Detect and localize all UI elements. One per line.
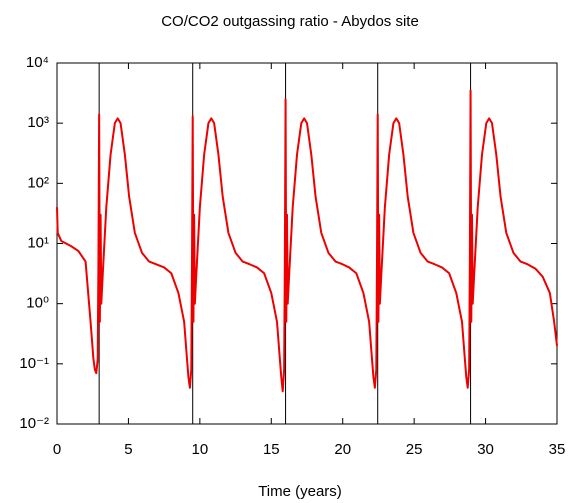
x-tick-label: 25 (406, 441, 423, 458)
x-tick-label: 5 (124, 441, 132, 458)
y-tick-label: 10⁴ (26, 54, 49, 71)
x-tick-label: 0 (53, 441, 61, 458)
y-tick-label: 10⁻² (19, 415, 49, 432)
x-axis-label: Time (years) (258, 483, 342, 500)
chart-title: CO/CO2 outgassing ratio - Abydos site (161, 13, 419, 30)
x-tick-label: 35 (549, 441, 566, 458)
y-tick-label: 10² (27, 174, 49, 191)
y-tick-label: 10³ (27, 114, 49, 131)
x-tick-label: 15 (263, 441, 280, 458)
x-tick-label: 20 (334, 441, 351, 458)
plot-frame (56, 62, 558, 425)
y-tick-label: 10⁰ (26, 295, 49, 312)
y-tick-label: 10¹ (27, 234, 49, 251)
x-tick-label: 10 (192, 441, 209, 458)
data-line (56, 89, 558, 393)
x-tick-label: 30 (477, 441, 494, 458)
y-tick-label: 10⁻¹ (19, 355, 49, 372)
